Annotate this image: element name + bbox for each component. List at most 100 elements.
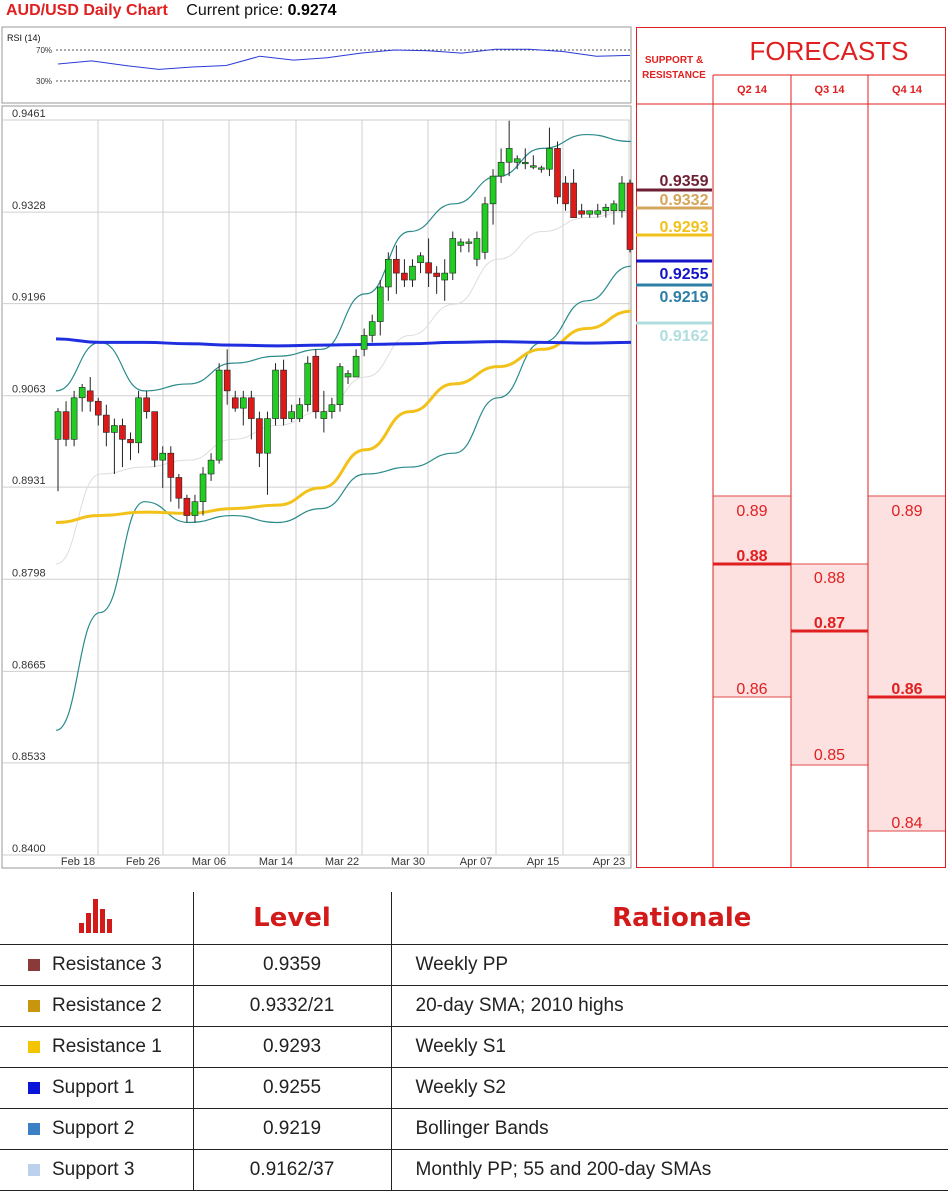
x-tick-label: Mar 06 (192, 856, 226, 868)
x-tick-label: Mar 14 (259, 856, 293, 868)
y-tick-label: 0.8533 (12, 751, 46, 763)
level-rationale: Weekly S2 (390, 1067, 948, 1109)
forecast-band (867, 495, 946, 832)
table-row: Support 2 0.9219 Bollinger Bands (0, 1108, 948, 1150)
forecast-low: 0.85 (814, 747, 845, 764)
current-price-value: 0.9274 (287, 2, 337, 19)
price-chart: 0.9461 0.9328 0.9196 0.9063 0.8931 0.8798 0.86… (1, 26, 634, 869)
candle-body (409, 265, 416, 281)
candle-body (280, 369, 287, 419)
level-rationale: 20-day SMA; 2010 highs (390, 985, 948, 1027)
x-tick-label: Apr 15 (527, 856, 559, 868)
table-row: Resistance 3 0.9359 Weekly PP (0, 944, 948, 986)
candle-body (586, 210, 594, 215)
candle-body (360, 335, 368, 350)
candle-body (562, 182, 569, 205)
candle-body (385, 258, 392, 288)
candle-body (489, 175, 497, 205)
candle-body (441, 272, 449, 281)
candle-body (618, 182, 626, 212)
y-tick-label: 0.9196 (12, 292, 46, 304)
level-rationale: Bollinger Bands (390, 1108, 948, 1150)
forecast-high: 0.89 (736, 503, 767, 520)
bar-chart-icon (0, 892, 193, 945)
table-header-row: Level Rationale (0, 892, 948, 945)
candle-body (111, 425, 118, 433)
candle-body (521, 161, 529, 165)
level-header: Level (192, 892, 391, 945)
candle-body (70, 397, 78, 440)
candle-body (481, 203, 489, 253)
candle-body (231, 397, 239, 409)
candle-body (530, 165, 537, 168)
y-tick-label: 0.8931 (12, 475, 46, 487)
table-row: Resistance 2 0.9332/21 20-day SMA; 2010 hi… (0, 985, 948, 1027)
bollinger-upper-line (55, 133, 632, 392)
level-name: Resistance 1 (52, 1035, 162, 1057)
candle-body (336, 366, 344, 406)
level-name: Support 2 (52, 1117, 135, 1139)
candle-body (433, 272, 440, 277)
x-tick-label: Mar 22 (325, 856, 359, 868)
x-tick-label: Feb 18 (61, 856, 95, 868)
candle-body (272, 369, 279, 419)
level-value: 0.9293 (192, 1026, 391, 1068)
candle-body (594, 210, 602, 215)
sr-header-line1: SUPPORT & (645, 55, 703, 66)
candle-body (425, 262, 432, 274)
candle-body (207, 459, 215, 475)
quarter-label: Q3 14 (815, 84, 846, 96)
candle-body (135, 397, 142, 444)
x-tick-label: Apr 23 (593, 856, 625, 868)
table-row: Resistance 1 0.9293 Weekly S1 (0, 1026, 948, 1068)
chart-title-bar: AUD/USD Daily Chart Current price: 0.927… (6, 2, 337, 24)
sr-header-line2: RESISTANCE (642, 70, 706, 81)
candle-body (191, 501, 199, 516)
forecast-mid: 0.86 (891, 681, 922, 698)
sr-level-value: 0.9162 (660, 328, 709, 345)
candle-body (513, 158, 521, 163)
y-tick-label: 0.9461 (12, 108, 46, 120)
forecast-low: 0.86 (736, 681, 767, 698)
chart-title: AUD/USD Daily Chart (6, 2, 168, 19)
y-tick-label: 0.9063 (12, 384, 46, 396)
candle-body (143, 397, 150, 412)
candle-body (417, 255, 424, 264)
table-row: Support 3 0.9162/37 Monthly PP; 55 and 200… (0, 1149, 948, 1191)
level-name-cell: Support 3 (0, 1149, 193, 1191)
sma-55-line (55, 309, 632, 524)
bollinger-lower-line (55, 265, 632, 731)
candle-body (352, 355, 360, 378)
candle-body (94, 400, 102, 416)
candle-body (505, 148, 513, 163)
level-rationale: Weekly PP (390, 944, 948, 986)
y-tick-label: 0.8798 (12, 567, 46, 579)
candle-body (199, 473, 207, 503)
candle-body (312, 355, 320, 412)
y-tick-label: 0.8665 (12, 659, 46, 671)
forecast-mid: 0.88 (736, 548, 767, 565)
x-tick-label: Apr 07 (460, 856, 492, 868)
forecast-band (790, 563, 869, 766)
level-name-cell: Support 2 (0, 1108, 193, 1150)
rsi-frame (1, 26, 632, 104)
candle-body (223, 369, 231, 392)
candle-body (570, 182, 577, 218)
candle-body (457, 241, 465, 246)
candle-body (546, 148, 553, 170)
candle-body (602, 206, 610, 212)
candle-body (159, 452, 167, 461)
level-name: Resistance 2 (52, 994, 162, 1016)
sr-level-value: 0.9255 (660, 266, 709, 283)
candle-body (344, 373, 352, 378)
level-color-swatch (28, 958, 40, 971)
forecast-mid: 0.87 (814, 615, 845, 632)
candle-body (554, 148, 561, 198)
candle-body (215, 369, 223, 461)
quarter-label: Q4 14 (892, 84, 923, 96)
forecasts-panel: FORECASTS SUPPORT & RESISTANCE Q2 14 Q3 14 Q4… (636, 27, 946, 868)
candle-body (119, 425, 126, 440)
forecast-high: 0.89 (891, 503, 922, 520)
sma-200-line (55, 337, 632, 348)
level-value: 0.9219 (192, 1108, 391, 1150)
